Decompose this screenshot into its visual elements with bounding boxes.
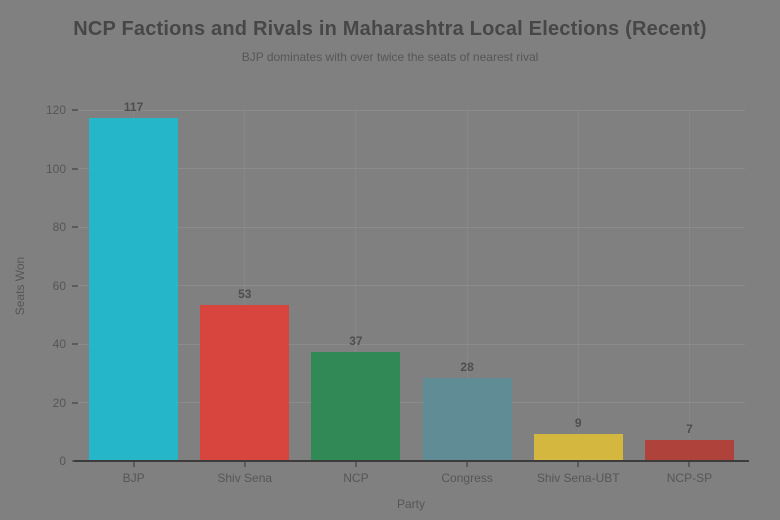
gridline-horizontal <box>78 168 745 169</box>
bar-congress <box>422 378 512 460</box>
y-tick-label: 100 <box>45 161 66 176</box>
gridline-horizontal <box>78 226 745 228</box>
x-tick-mark <box>466 462 469 467</box>
bar-bjp <box>89 117 179 460</box>
gridline-vertical <box>244 110 246 461</box>
gridline-horizontal <box>78 402 745 403</box>
bar-shiv-sena-ubt <box>533 433 623 460</box>
x-category-label: NCP-SP <box>666 471 713 485</box>
gridline-horizontal <box>78 109 745 111</box>
x-tick-mark <box>577 462 580 467</box>
x-tick-mark <box>243 462 246 467</box>
bar-value-label: 37 <box>349 333 363 348</box>
y-tick-label: 0 <box>59 454 66 468</box>
gridline-horizontal <box>78 285 745 286</box>
x-category-label: Congress <box>441 471 493 485</box>
bar-ncp <box>311 351 401 460</box>
y-tick-mark <box>72 401 78 404</box>
gridline-horizontal <box>78 343 745 345</box>
y-tick-mark <box>72 167 78 170</box>
y-tick-label: 120 <box>45 103 66 117</box>
x-axis-line <box>74 460 749 462</box>
x-category-label: NCP <box>343 471 369 485</box>
x-category-label: BJP <box>122 471 145 485</box>
chart-subtitle: BJP dominates with over twice the seats … <box>241 50 539 64</box>
x-tick-mark <box>354 462 357 467</box>
x-axis-title: Party <box>396 497 425 511</box>
bar-ncp-sp <box>644 439 734 460</box>
gridline-vertical <box>688 110 690 461</box>
x-tick-mark <box>688 462 691 467</box>
y-tick-label: 80 <box>52 220 66 234</box>
bar-shiv-sena <box>200 304 290 460</box>
y-tick-label: 40 <box>52 337 66 351</box>
y-tick-mark <box>72 226 78 228</box>
y-tick-mark <box>72 343 78 345</box>
y-tick-mark <box>72 284 78 287</box>
x-category-label: Shiv Sena <box>217 471 273 485</box>
gridline-vertical <box>355 110 357 461</box>
y-tick-mark <box>72 109 78 111</box>
gridline-vertical <box>577 110 579 461</box>
x-tick-mark <box>132 462 135 467</box>
chart-title: NCP Factions and Rivals in Maharashtra L… <box>73 18 707 40</box>
bar-value-label: 7 <box>686 421 693 436</box>
gridline-vertical <box>466 110 468 461</box>
bar-value-label: 28 <box>460 360 474 375</box>
bar-value-label: 117 <box>123 99 144 114</box>
y-tick-label: 60 <box>52 278 66 293</box>
bar-value-label: 9 <box>574 415 582 430</box>
bar-value-label: 53 <box>238 286 252 301</box>
y-tick-label: 20 <box>52 395 66 410</box>
x-category-label: Shiv Sena-UBT <box>536 471 620 485</box>
